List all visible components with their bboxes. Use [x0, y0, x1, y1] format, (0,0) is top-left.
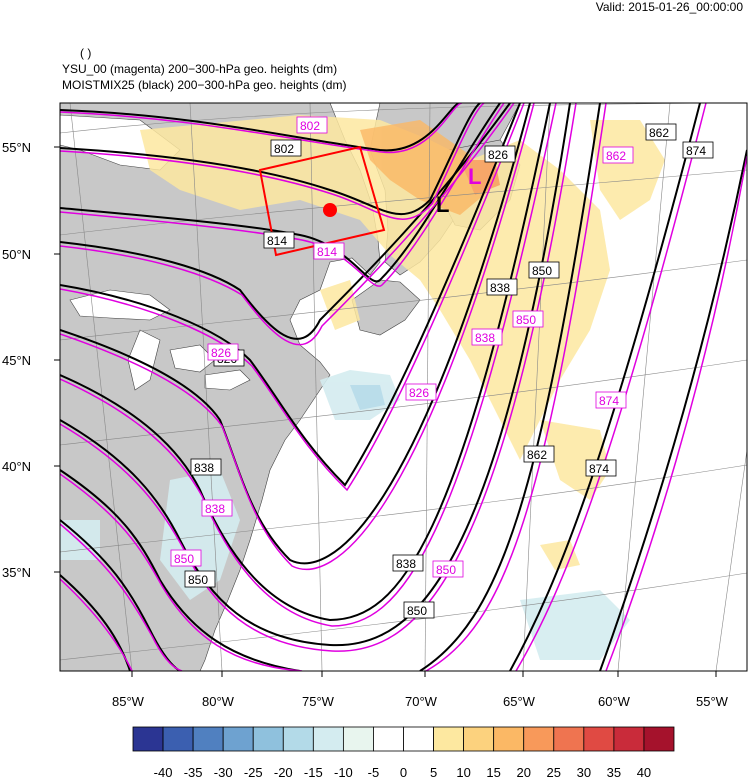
label-magenta-826-b: 826	[409, 386, 429, 400]
label-black-850-b: 850	[188, 573, 208, 587]
region-center-dot	[323, 203, 337, 217]
label-magenta-850-a: 850	[516, 313, 536, 327]
label-black-826-a: 826	[488, 148, 508, 162]
colorbar-label: 20	[516, 765, 530, 780]
lon-label-55: 55°W	[696, 694, 729, 709]
colorbar-swatch	[433, 726, 465, 752]
colorbar-label: -20	[274, 765, 293, 780]
colorbar-label: -15	[304, 765, 323, 780]
colorbar-swatch	[222, 726, 254, 752]
label-magenta-838-a: 838	[475, 331, 495, 345]
label-black-862-a: 862	[649, 126, 669, 140]
colorbar-label: 25	[547, 765, 561, 780]
label-black-838-c: 838	[396, 557, 416, 571]
lon-label-60: 60°W	[598, 694, 631, 709]
contours-black	[60, 103, 747, 671]
label-magenta-838-b: 838	[205, 502, 225, 516]
label-magenta-814: 814	[317, 245, 337, 259]
label-magenta-850-c: 850	[436, 563, 456, 577]
colorbar-label: 5	[430, 765, 437, 780]
label-magenta-850-b: 850	[174, 552, 194, 566]
colorbar-swatch	[252, 726, 284, 752]
label-magenta-862: 862	[606, 149, 626, 163]
colorbar-swatch	[132, 726, 164, 752]
colorbar-swatch	[312, 726, 344, 752]
colorbar-label: 30	[577, 765, 591, 780]
land-maritimes	[351, 279, 421, 336]
colorbar-label: 15	[486, 765, 500, 780]
colorbar-swatch	[403, 726, 434, 752]
lat-label-40: 40°N	[2, 459, 31, 474]
contour-labels-magenta: 802 814 826 826 838 838 850 850 850 862 …	[170, 116, 634, 578]
colorbar-swatch	[523, 726, 555, 752]
colorbar-label: 10	[456, 765, 470, 780]
label-black-838-b: 838	[194, 461, 214, 475]
region-box	[258, 145, 386, 257]
label-black-850-a: 850	[532, 264, 552, 278]
label-magenta-802: 802	[300, 119, 320, 133]
label-black-802: 802	[274, 142, 294, 156]
label-black-814: 814	[267, 234, 287, 248]
lon-label-75: 75°W	[302, 694, 335, 709]
map-plot-area: L L 802 814 826 826 838 838 850 850 850 …	[60, 103, 747, 671]
colorbar-swatch	[613, 726, 645, 752]
contour-labels-black: 802 814 826 826 838 838 850 850 850 838 …	[184, 123, 714, 619]
plot-frame	[59, 102, 748, 672]
lat-axis: 55°N 50°N 45°N 40°N 35°N	[2, 140, 60, 580]
colorbar-swatch	[643, 726, 675, 752]
colorbar-label: -5	[368, 765, 380, 780]
colorbar-label: 35	[607, 765, 621, 780]
label-black-874-b: 874	[589, 462, 609, 476]
colorbar-swatch	[553, 726, 585, 752]
colorbar-swatch	[373, 726, 404, 752]
label-black-862-b: 862	[527, 448, 547, 462]
title-paren: ( )	[80, 46, 92, 60]
lat-label-45: 45°N	[2, 353, 31, 368]
valid-time: Valid: 2015-01-26_00:00:00	[595, 0, 743, 14]
colorbar-swatch	[493, 726, 525, 752]
colorbar-swatch	[583, 726, 615, 752]
lon-label-65: 65°W	[503, 694, 536, 709]
colorbar-swatch	[342, 726, 374, 752]
colorbar-label: -40	[154, 765, 173, 780]
colorbar-label: 40	[637, 765, 651, 780]
colorbar-swatch	[192, 726, 224, 752]
colorbar-label: -25	[244, 765, 263, 780]
colorbar-label: 0	[400, 765, 407, 780]
lon-axis: 85°W 80°W 75°W 70°W 65°W 60°W 55°W	[112, 671, 729, 709]
colorbar-label: -30	[214, 765, 233, 780]
title-line-black: MOISTMIX25 (black) 200−300-hPa geo. heig…	[62, 78, 347, 92]
low-marker-black: L	[436, 192, 449, 217]
colorbar-label: -35	[184, 765, 203, 780]
lon-label-80: 80°W	[202, 694, 235, 709]
anomaly-negative	[60, 370, 630, 660]
low-marker-magenta: L	[468, 164, 481, 189]
label-black-850-c: 850	[407, 604, 427, 618]
lon-label-85: 85°W	[112, 694, 145, 709]
title-line-magenta: YSU_00 (magenta) 200−300-hPa geo. height…	[62, 62, 338, 76]
label-black-838-a: 838	[490, 281, 510, 295]
colorbar-label: -10	[334, 765, 353, 780]
lat-label-50: 50°N	[2, 247, 31, 262]
lat-label-55: 55°N	[2, 140, 31, 155]
lon-label-70: 70°W	[405, 694, 438, 709]
colorbar-swatch	[282, 726, 314, 752]
colorbar: -40 -35 -30 -25 -20 -15 -10 -5 0 5 10 15 20 25 30 35 40	[132, 726, 675, 780]
label-black-874-a: 874	[686, 144, 706, 158]
label-magenta-874: 874	[599, 394, 619, 408]
lat-label-35: 35°N	[2, 565, 31, 580]
label-magenta-826-a: 826	[211, 346, 231, 360]
colorbar-swatch	[463, 726, 495, 752]
colorbar-swatch	[162, 726, 194, 752]
contours-magenta	[60, 103, 747, 671]
anomaly-positive	[140, 115, 665, 570]
